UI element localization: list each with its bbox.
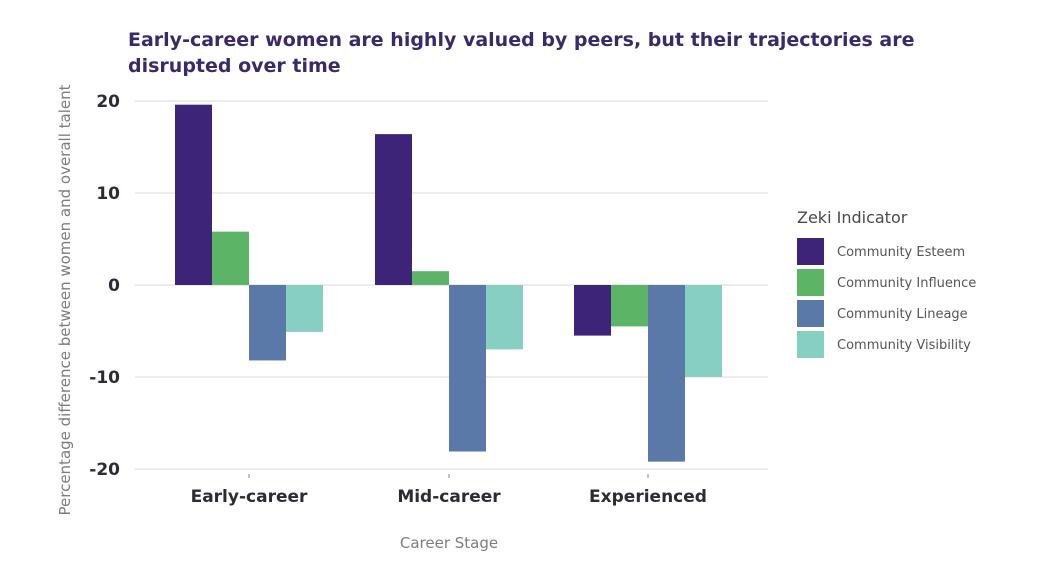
bar	[212, 231, 249, 285]
bar	[249, 285, 286, 361]
legend-swatch	[797, 300, 824, 327]
bar	[486, 285, 523, 350]
x-axis-categories: Early-career Mid-career Experienced	[191, 474, 707, 507]
y-axis-label: Percentage difference between women and …	[56, 84, 74, 515]
bar	[175, 104, 212, 286]
y-tick-label: 20	[96, 92, 120, 112]
legend-title: Zeki Indicator	[797, 208, 908, 227]
y-tick-label: -10	[89, 368, 120, 388]
legend: Zeki Indicator Community Esteem Community…	[797, 208, 976, 358]
legend-item-label: Community Esteem	[837, 245, 965, 260]
y-axis-ticks: 20 10 0 -10 -20	[89, 92, 120, 480]
legend-swatch	[797, 331, 824, 358]
bar	[611, 285, 648, 327]
bar	[574, 285, 611, 336]
y-tick-label: 0	[108, 276, 120, 296]
legend-swatch	[797, 238, 824, 265]
legend-swatch	[797, 269, 824, 296]
x-tick-label: Experienced	[589, 487, 707, 507]
chart-title-line-2: disrupted over time	[128, 55, 341, 77]
legend-item-label: Community Influence	[837, 276, 976, 291]
bar	[375, 134, 412, 285]
bar	[449, 285, 486, 452]
bar	[286, 285, 323, 332]
bar	[648, 285, 685, 462]
x-axis-label: Career Stage	[400, 534, 498, 552]
chart-title-line-1: Early-career women are highly valued by …	[128, 29, 914, 51]
y-tick-label: -20	[89, 460, 120, 480]
bar	[412, 271, 449, 285]
x-tick-label: Mid-career	[397, 487, 501, 507]
x-tick-label: Early-career	[191, 487, 308, 507]
y-tick-label: 10	[96, 184, 120, 204]
legend-item-label: Community Visibility	[837, 338, 971, 353]
bars	[175, 104, 722, 462]
legend-item-label: Community Lineage	[837, 307, 968, 322]
bar	[685, 285, 722, 377]
